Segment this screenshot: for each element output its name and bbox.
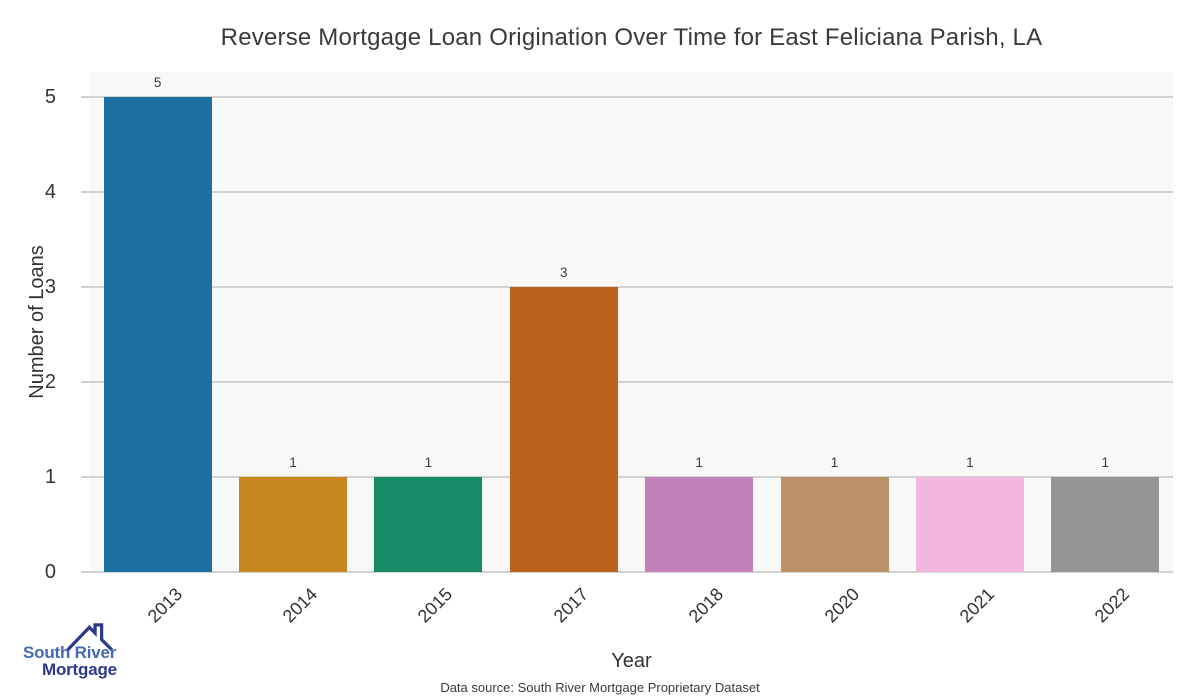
logo-text-line1: South River <box>23 643 117 662</box>
x-tick-label: 2017 <box>549 584 592 627</box>
chart-title: Reverse Mortgage Loan Origination Over T… <box>220 24 1043 51</box>
y-tick-mark <box>81 286 90 288</box>
gridline-y2 <box>90 381 1173 383</box>
x-tick-label: 2013 <box>143 584 186 627</box>
bar-2018 <box>645 477 754 572</box>
y-tick-label: 0 <box>44 561 56 583</box>
x-tick-label: 2018 <box>684 584 728 627</box>
bar-value-label: 1 <box>1101 455 1110 470</box>
y-tick-mark <box>81 476 90 478</box>
bar-value-label: 1 <box>695 455 703 470</box>
gridline-y5 <box>90 96 1173 98</box>
x-tick-label: 2021 <box>955 584 999 627</box>
y-tick-label: 1 <box>44 466 56 488</box>
bar-value-label: 1 <box>289 455 297 470</box>
plot-area: 5 1 1 3 1 1 1 1 <box>90 72 1173 573</box>
bar-value-label: 3 <box>560 265 568 280</box>
gridline-y4 <box>90 191 1173 193</box>
house-roof-icon <box>66 623 114 651</box>
bar-value-label: 1 <box>830 455 839 470</box>
gridline-y0 <box>90 571 1173 573</box>
brand-logo: South River Mortgage <box>20 612 140 687</box>
bar-2021 <box>915 477 1024 572</box>
bar-value-label: 1 <box>424 455 433 470</box>
data-source-note: Data source: South River Mortgage Propri… <box>440 680 760 695</box>
y-tick-label: 5 <box>44 86 56 108</box>
x-tick-label: 2022 <box>1090 584 1134 627</box>
bar-value-label: 5 <box>153 75 162 90</box>
x-tick-label: 2020 <box>820 584 863 627</box>
x-tick-label: 2015 <box>414 584 457 627</box>
bar-2020 <box>780 477 889 572</box>
gridline-y1 <box>90 476 1173 478</box>
bar-2017 <box>509 287 618 572</box>
y-tick-mark <box>81 96 90 98</box>
y-tick-label: 3 <box>44 276 56 298</box>
bar-2014 <box>239 477 348 572</box>
bar-value-label: 1 <box>966 455 974 470</box>
y-tick-mark <box>81 381 90 383</box>
y-tick-label: 2 <box>44 371 56 393</box>
gridline-y3 <box>90 286 1173 288</box>
x-axis-title: Year <box>611 650 652 672</box>
bar-2015 <box>374 477 483 572</box>
bar-2022 <box>1051 477 1160 572</box>
x-tick-label: 2014 <box>278 584 322 627</box>
logo-text-line2: Mortgage <box>42 660 117 679</box>
y-tick-mark <box>81 191 90 193</box>
y-tick-mark <box>81 571 90 573</box>
bar-2013 <box>103 97 212 572</box>
y-tick-label: 4 <box>44 181 56 203</box>
